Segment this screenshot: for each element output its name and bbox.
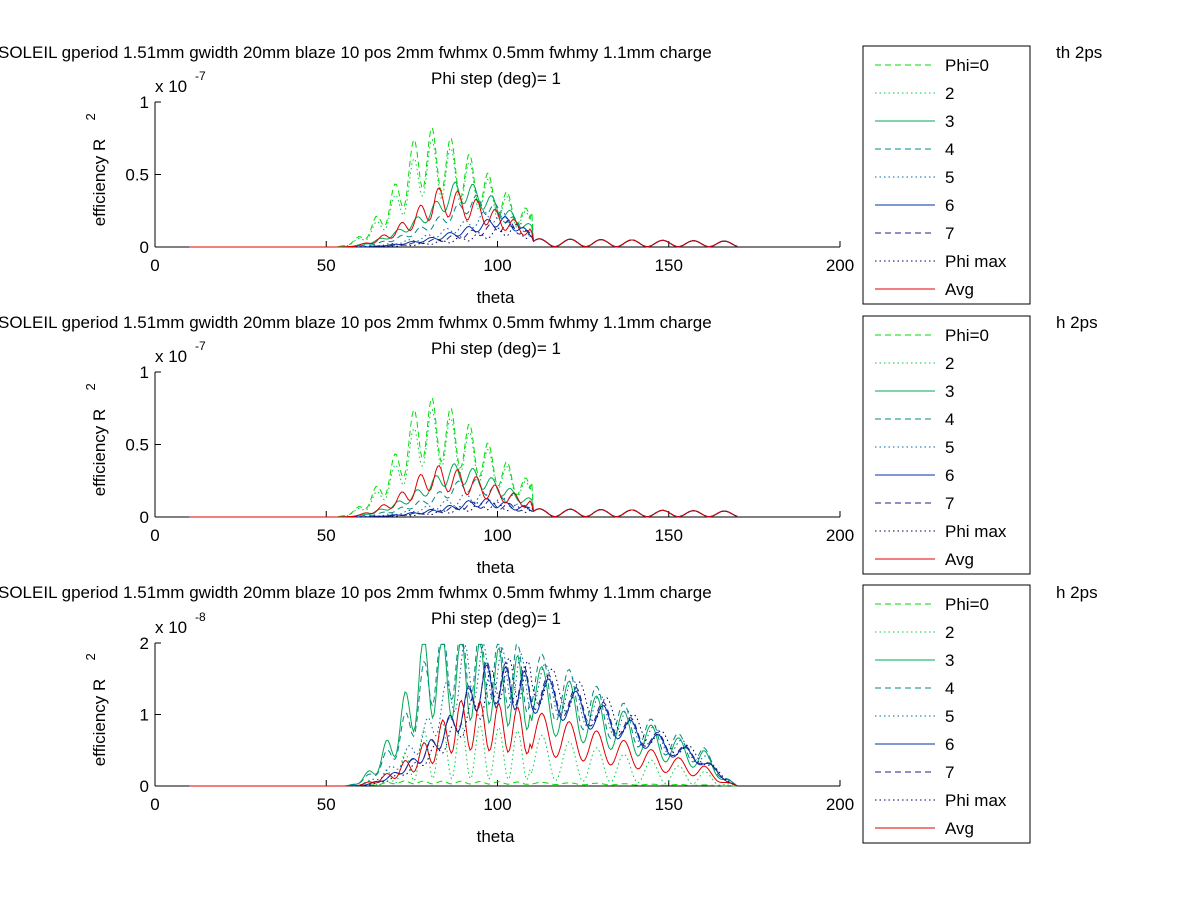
plot-subtitle: Phi step (deg)= 1 bbox=[431, 69, 561, 88]
legend-label: Phi=0 bbox=[945, 56, 989, 75]
legend-label: Avg bbox=[945, 550, 974, 569]
legend-label: Phi=0 bbox=[945, 595, 989, 614]
y-tick-label: 2 bbox=[140, 634, 149, 653]
plot-title: SOLEIL gperiod 1.51mm gwidth 20mm blaze … bbox=[0, 43, 712, 62]
x-axis-title: theta bbox=[477, 558, 515, 577]
y-tick-label: 1 bbox=[140, 363, 149, 382]
plot-title-tail: h 2ps bbox=[1056, 313, 1098, 332]
y-axis-title: efficiency R bbox=[90, 139, 109, 227]
series-line-avg bbox=[189, 699, 738, 787]
plot-title-tail: h 2ps bbox=[1056, 583, 1098, 602]
y-exponent-superscript: -8 bbox=[195, 610, 206, 624]
legend-box bbox=[862, 315, 1031, 575]
x-tick-label: 0 bbox=[150, 256, 159, 275]
legend: Phi=0 2 3 4 5 6 7 Phi max Avg bbox=[862, 45, 1031, 305]
x-tick-label: 50 bbox=[317, 256, 336, 275]
x-tick-label: 100 bbox=[483, 526, 511, 545]
x-tick-label: 150 bbox=[655, 795, 683, 814]
y-axis-title-superscript: 2 bbox=[83, 383, 98, 390]
x-axis-title: theta bbox=[477, 827, 515, 846]
x-tick-label: 100 bbox=[483, 795, 511, 814]
y-tick-label: 0.5 bbox=[125, 436, 149, 455]
y-tick-label: 0 bbox=[140, 508, 149, 527]
legend-label: 5 bbox=[945, 168, 954, 187]
x-tick-label: 150 bbox=[655, 256, 683, 275]
y-tick-label: 1 bbox=[140, 706, 149, 725]
legend-label: 6 bbox=[945, 196, 954, 215]
x-tick-label: 0 bbox=[150, 526, 159, 545]
legend-label: 2 bbox=[945, 623, 954, 642]
legend-label: Phi max bbox=[945, 252, 1007, 271]
legend-label: 4 bbox=[945, 679, 954, 698]
series-line-avg bbox=[189, 464, 738, 518]
x-tick-label: 150 bbox=[655, 526, 683, 545]
x-tick-label: 0 bbox=[150, 795, 159, 814]
y-axis-title-group: efficiency R 2 bbox=[83, 113, 109, 226]
legend-label: 3 bbox=[945, 651, 954, 670]
legend-label: 7 bbox=[945, 494, 954, 513]
y-exponent-superscript: -7 bbox=[195, 339, 206, 353]
plot-subtitle: Phi step (deg)= 1 bbox=[431, 609, 561, 628]
x-tick-label: 100 bbox=[483, 256, 511, 275]
y-exponent-superscript: -7 bbox=[195, 69, 206, 83]
legend-label: Phi max bbox=[945, 791, 1007, 810]
y-axis-title: efficiency R bbox=[90, 679, 109, 767]
subplot-2: SOLEIL gperiod 1.51mm gwidth 20mm blaze … bbox=[0, 313, 1098, 577]
y-axis-title-group: efficiency R 2 bbox=[83, 653, 109, 766]
legend-label: 4 bbox=[945, 410, 954, 429]
legend-label: 3 bbox=[945, 112, 954, 131]
legend: Phi=0 2 3 4 5 6 7 Phi max Avg bbox=[862, 315, 1031, 575]
plot-title: SOLEIL gperiod 1.51mm gwidth 20mm blaze … bbox=[0, 313, 712, 332]
y-axis-title-superscript: 2 bbox=[83, 113, 98, 120]
legend-label: 7 bbox=[945, 224, 954, 243]
y-axis-title-group: efficiency R 2 bbox=[83, 383, 109, 496]
legend-label: 2 bbox=[945, 354, 954, 373]
plot-subtitle: Phi step (deg)= 1 bbox=[431, 339, 561, 358]
y-tick-label: 1 bbox=[140, 93, 149, 112]
legend-label: 2 bbox=[945, 84, 954, 103]
y-axis-title: efficiency R bbox=[90, 409, 109, 497]
x-tick-label: 200 bbox=[826, 256, 854, 275]
y-axis-title-superscript: 2 bbox=[83, 653, 98, 660]
x-tick-label: 200 bbox=[826, 795, 854, 814]
legend-box bbox=[862, 584, 1031, 844]
legend-label: 6 bbox=[945, 735, 954, 754]
legend-label: 3 bbox=[945, 382, 954, 401]
legend: Phi=0 2 3 4 5 6 7 Phi max Avg bbox=[862, 584, 1031, 844]
legend-label: Avg bbox=[945, 819, 974, 838]
plot-title: SOLEIL gperiod 1.51mm gwidth 20mm blaze … bbox=[0, 583, 712, 602]
subplot-1: SOLEIL gperiod 1.51mm gwidth 20mm blaze … bbox=[0, 43, 1102, 307]
legend-label: 4 bbox=[945, 140, 954, 159]
series-line-avg bbox=[189, 187, 738, 248]
y-tick-label: 0 bbox=[140, 777, 149, 796]
y-exponent-label: x 10 bbox=[155, 347, 187, 366]
legend-label: 7 bbox=[945, 763, 954, 782]
subplot-3: SOLEIL gperiod 1.51mm gwidth 20mm blaze … bbox=[0, 583, 1098, 846]
y-exponent-label: x 10 bbox=[155, 77, 187, 96]
plot-title-tail: th 2ps bbox=[1056, 43, 1102, 62]
legend-label: 5 bbox=[945, 707, 954, 726]
legend-label: 6 bbox=[945, 466, 954, 485]
x-tick-label: 50 bbox=[317, 795, 336, 814]
x-axis-title: theta bbox=[477, 288, 515, 307]
x-tick-label: 200 bbox=[826, 526, 854, 545]
legend-label: 5 bbox=[945, 438, 954, 457]
legend-label: Avg bbox=[945, 280, 974, 299]
legend-label: Phi=0 bbox=[945, 326, 989, 345]
legend-box bbox=[862, 45, 1031, 305]
y-tick-label: 0.5 bbox=[125, 166, 149, 185]
x-tick-label: 50 bbox=[317, 526, 336, 545]
legend-label: Phi max bbox=[945, 522, 1007, 541]
y-exponent-label: x 10 bbox=[155, 618, 187, 637]
y-tick-label: 0 bbox=[140, 238, 149, 257]
